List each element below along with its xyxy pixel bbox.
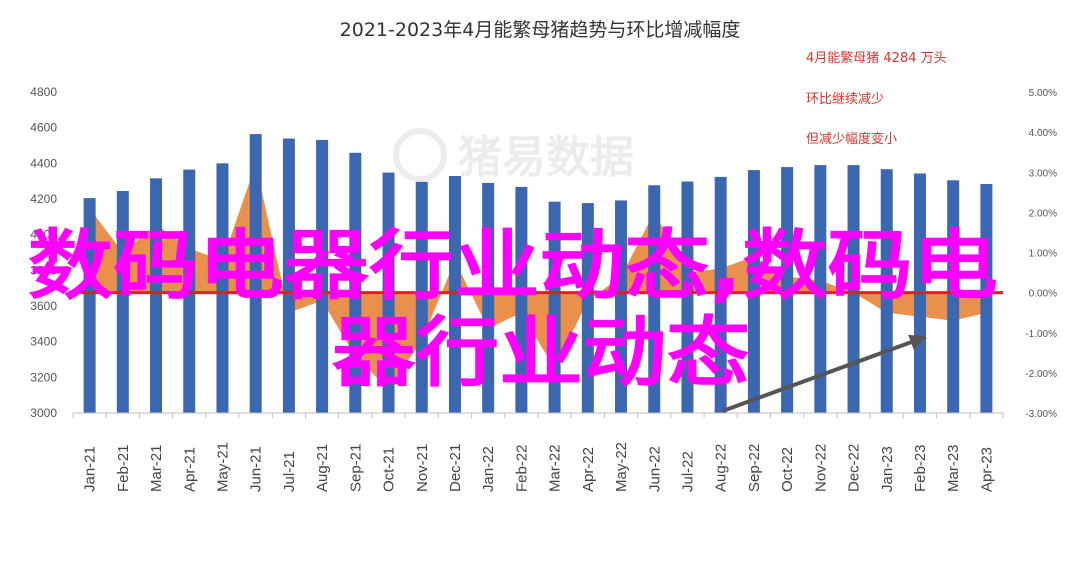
bar-jul-21	[282, 138, 295, 414]
annotation-1: 4月能繁母猪 4284 万头	[806, 50, 947, 66]
bar-jul-22	[681, 181, 694, 413]
y2-tick-label: -1.00%	[1025, 329, 1057, 340]
y-tick-label: 3600	[30, 299, 57, 313]
bar-aug-22	[714, 176, 727, 413]
bar-feb-21	[116, 190, 129, 413]
x-tick-label: Feb-22	[513, 444, 530, 492]
bar-dec-21	[448, 175, 461, 413]
y-axis-right: 5.00% 4.00% 3.00% 2.00% 1.00% 0.00% -1.00% -2.0…	[1025, 88, 1057, 420]
bar-aug-21	[316, 139, 329, 413]
y2-tick-label: 5.00%	[1029, 88, 1057, 99]
y-tick-label: 4600	[30, 121, 57, 135]
bar-mar-21	[150, 178, 163, 413]
overlay-line-1: 数码电器行业动态,数码电	[28, 221, 998, 310]
x-tick-label: Nov-22	[812, 444, 829, 492]
watermark: 猪易数据	[393, 128, 634, 183]
bar-apr-23	[980, 184, 993, 413]
overlay-banner: 数码电器行业动态,数码电 器行业动态	[28, 221, 998, 397]
bar-jan-21	[83, 198, 96, 413]
x-tick-label: Sep-22	[746, 444, 763, 492]
annotations: 4月能繁母猪 4284 万头 环比继续减少 但减少幅度变小	[806, 50, 947, 147]
y2-tick-label: 0.00%	[1029, 289, 1057, 300]
bar-jun-21	[249, 134, 262, 413]
y-tick-label: 4200	[30, 192, 57, 206]
x-tick-label: Dec-21	[447, 444, 464, 492]
x-tick-label: Apr-23	[978, 447, 995, 492]
x-tick-label: Jan-21	[82, 446, 99, 492]
overlay-line-2: 器行业动态	[332, 308, 750, 397]
annotation-3: 但减少幅度变小	[806, 131, 897, 147]
bar-nov-22	[814, 165, 827, 413]
x-tick-label: Jan-23	[879, 446, 896, 492]
bar-dec-22	[847, 165, 860, 413]
mom-change-area	[89, 164, 987, 389]
x-tick-label: Mar-23	[945, 444, 962, 492]
watermark-text: 猪易数据	[458, 132, 634, 183]
mom-area-path	[89, 164, 987, 389]
x-tick-label: Nov-21	[414, 444, 431, 492]
y-axis-left: 4800 4600 4400 4200 4000 3800 3600 3400 3200 3000	[30, 85, 57, 420]
bar-mar-22	[548, 201, 561, 413]
bar-may-22	[615, 200, 628, 413]
y2-tick-label: 2.00%	[1029, 208, 1057, 219]
y-tick-label: 4000	[30, 228, 57, 242]
x-axis: Jan-21 Feb-21 Mar-21 Apr-21 May-21 Jun-21 Jul-…	[72, 412, 1004, 492]
x-tick-label: Sep-21	[347, 444, 364, 492]
annotation-2: 环比继续减少	[806, 92, 884, 107]
x-tick-label: Jul-22	[679, 451, 696, 492]
bar-mar-23	[947, 180, 960, 413]
chart-title: 2021-2023年4月能繁母猪趋势与环比增减幅度	[340, 19, 741, 41]
x-tick-label: Apr-22	[580, 447, 597, 492]
x-tick-label: Aug-22	[713, 444, 730, 492]
x-tick-label: Apr-21	[181, 447, 198, 492]
y2-tick-label: -2.00%	[1025, 369, 1057, 380]
y-tick-label: 4400	[30, 156, 57, 170]
bar-sep-21	[349, 152, 362, 414]
bar-may-21	[216, 163, 229, 413]
y2-tick-label: 4.00%	[1029, 128, 1057, 139]
bar-feb-22	[515, 186, 528, 413]
x-tick-label: Feb-21	[115, 444, 132, 492]
x-tick-label: Oct-21	[381, 447, 398, 492]
x-tick-label: Mar-21	[148, 444, 165, 492]
y2-tick-label: 1.00%	[1029, 249, 1057, 260]
x-tick-label: Feb-23	[912, 444, 929, 492]
y-tick-label: 4800	[30, 85, 57, 99]
x-tick-label: Jun-22	[646, 446, 663, 492]
x-tick-label: Mar-22	[547, 444, 564, 492]
y-tick-label: 3400	[30, 335, 57, 349]
bar-jan-22	[482, 182, 495, 413]
arrow-shaft	[721, 334, 927, 413]
x-tick-label: Aug-21	[314, 444, 331, 492]
bar-jun-22	[648, 185, 661, 413]
arrow-head	[908, 334, 926, 350]
y2-tick-label: 3.00%	[1029, 168, 1057, 179]
x-tick-label: May-21	[214, 442, 231, 492]
x-tick-label: Oct-22	[779, 447, 796, 492]
y-tick-label: 3200	[30, 370, 57, 384]
bar-nov-21	[415, 181, 428, 413]
y-tick-label: 3000	[30, 406, 57, 420]
bar-oct-22	[781, 167, 794, 413]
x-tick-label: Jul-21	[281, 451, 298, 492]
x-tick-label: May-22	[613, 442, 630, 492]
x-tick-label: Dec-22	[846, 444, 863, 492]
x-tick-label: Jun-21	[248, 446, 265, 492]
y-tick-label: 3800	[30, 263, 57, 277]
bar-apr-22	[581, 203, 594, 413]
x-tick-label: Jan-22	[480, 446, 497, 492]
y2-tick-label: -3.00%	[1025, 409, 1057, 420]
trend-arrow	[721, 334, 927, 413]
